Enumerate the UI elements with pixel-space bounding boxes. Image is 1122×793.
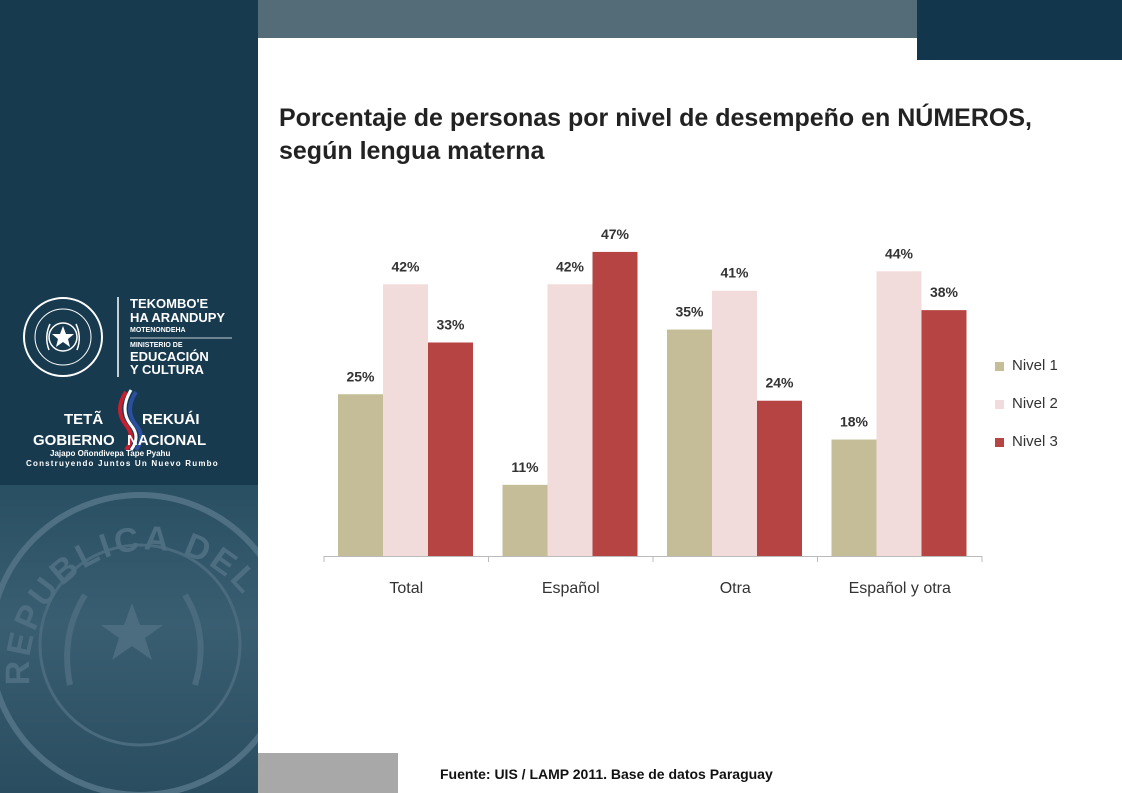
legend-label: Nivel 3 — [1012, 433, 1058, 450]
bottom-accent-block — [258, 753, 398, 793]
top-accent-bar — [258, 0, 917, 38]
ministry-line-6: Y CULTURA — [130, 362, 205, 377]
category-label: Español — [542, 580, 600, 597]
chart-title: Porcentaje de personas por nivel de dese… — [279, 104, 1032, 165]
gov-line-2b: NACIONAL — [127, 432, 206, 449]
legend-label: Nivel 2 — [1012, 395, 1058, 412]
bar-nivel-1 — [502, 484, 548, 556]
data-label: 41% — [720, 265, 749, 281]
top-corner-block — [917, 0, 1122, 60]
sidebar: REPUBLICA DEL PARAGUAY TEKOMBO'E HA ARAN… — [0, 0, 258, 793]
bar-nivel-1 — [338, 394, 383, 556]
data-label: 47% — [601, 226, 630, 242]
ministry-line-1: TEKOMBO'E — [130, 296, 209, 311]
bar-nivel-3 — [428, 342, 473, 556]
gov-line-3: Jajapo Oñondivepa Tape Pyahu — [50, 449, 170, 458]
data-label: 33% — [436, 316, 465, 332]
bar-nivel-3 — [757, 400, 802, 556]
watermark-area: REPUBLICA DEL PARAGUAY — [0, 455, 258, 793]
category-label: Español y otra — [849, 580, 951, 597]
data-label: 11% — [511, 459, 539, 475]
category-label: Total — [389, 580, 423, 597]
bar-nivel-1 — [667, 329, 712, 556]
data-label: 25% — [346, 368, 375, 384]
category-labels-group: Total Español Otra Español y otra — [389, 580, 951, 597]
ministry-line-5: EDUCACIÓN — [130, 349, 209, 364]
data-label: 35% — [675, 304, 704, 320]
gov-line-1b: REKUÁI — [142, 411, 200, 428]
legend-swatch — [995, 400, 1004, 409]
bar-nivel-2 — [712, 290, 757, 556]
data-label: 42% — [556, 258, 585, 274]
ministry-line-2: HA ARANDUPY — [130, 310, 225, 325]
bar-chart: 25% 42% 33% 11% 42% 47% 35% 41% 24% 18% 44% 38% Tot… — [323, 226, 983, 597]
gov-line-4: Construyendo Juntos Un Nuevo Rumbo — [26, 459, 219, 468]
category-label: Otra — [720, 580, 751, 597]
bar-nivel-1 — [831, 439, 877, 556]
data-label: 44% — [885, 245, 914, 261]
government-logos: TEKOMBO'E HA ARANDUPY MOTENONDEHA MINIST… — [23, 296, 232, 468]
ministry-line-4: MINISTERIO DE — [130, 342, 183, 349]
bar-nivel-2 — [876, 271, 922, 556]
bar-nivel-2 — [383, 284, 428, 556]
gov-line-2a: GOBIERNO — [33, 432, 115, 449]
bar-nivel-3 — [921, 310, 967, 556]
paraguay-seal-icon — [23, 297, 103, 377]
bar-nivel-3 — [592, 251, 638, 556]
source-note: Fuente: UIS / LAMP 2011. Base de datos P… — [440, 766, 773, 782]
ministry-line-3: MOTENONDEHA — [130, 327, 186, 334]
data-label: 38% — [930, 284, 959, 300]
gov-line-1a: TETÃ — [64, 410, 103, 428]
bars-group — [338, 251, 967, 556]
bar-nivel-2 — [547, 284, 593, 556]
data-label: 18% — [840, 414, 869, 430]
flag-ribbon-icon — [118, 389, 143, 452]
data-label: 42% — [391, 258, 420, 274]
legend-swatch — [995, 438, 1004, 447]
watermark-seal-icon: REPUBLICA DEL PARAGUAY — [0, 455, 258, 793]
data-label: 24% — [765, 375, 794, 391]
legend-label: Nivel 1 — [1012, 357, 1058, 374]
legend-swatch — [995, 362, 1004, 371]
data-labels-group: 25% 42% 33% 11% 42% 47% 35% 41% 24% 18% 44% 38% — [346, 226, 958, 475]
